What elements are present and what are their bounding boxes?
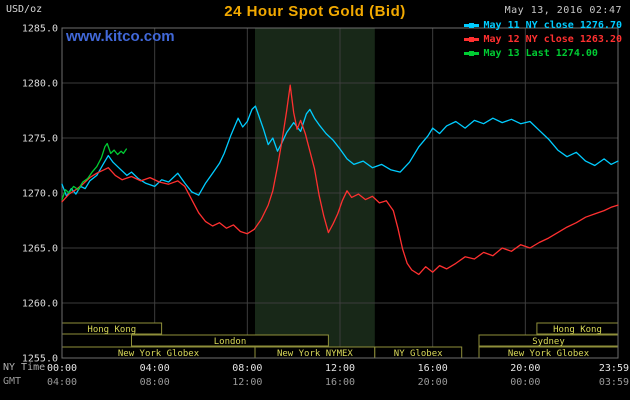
y-axis-tick-label: 1285.0 [22, 24, 58, 35]
x-axis-tick-label-gmt: 00:00 [510, 377, 540, 388]
y-axis-tick-label: 1270.0 [22, 189, 58, 200]
x-axis-tick-label-gmt: 20:00 [418, 377, 448, 388]
ny-time-axis-label: NY Time [3, 362, 46, 373]
legend-line-icon [463, 51, 479, 56]
page-title: 24 Hour Spot Gold (Bid) [224, 3, 406, 20]
kitco-watermark-link[interactable]: www.kitco.com [66, 28, 175, 45]
y-axis-tick-label: 1265.0 [22, 244, 58, 255]
session-label: New York Globex [508, 349, 590, 359]
session-label: Sydney [532, 337, 565, 347]
legend-item-label: May 12 NY close 1263.20 [483, 34, 622, 45]
session-label: New York Globex [118, 349, 200, 359]
y-axis-tick-label: 1255.0 [22, 354, 58, 365]
legend-line-icon [463, 37, 479, 42]
session-label: New York NYMEX [277, 349, 353, 359]
x-axis-tick-label-ny: 12:00 [325, 363, 355, 374]
x-axis-tick-label-ny: 20:00 [510, 363, 540, 374]
legend-item-label: May 11 NY close 1276.70 [483, 20, 622, 31]
x-axis-tick-label-gmt: 12:00 [232, 377, 262, 388]
y-axis-tick-label: 1260.0 [22, 299, 58, 310]
plot-border [61, 27, 619, 359]
chart-legend: May 11 NY close 1276.70 May 12 NY close … [463, 20, 622, 59]
x-axis-tick-label-gmt: 08:00 [140, 377, 170, 388]
x-axis-tick-label-gmt: 03:59 [599, 377, 629, 388]
x-axis-tick-label-ny: 04:00 [140, 363, 170, 374]
y-axis-tick-label: 1275.0 [22, 134, 58, 145]
x-axis-tick-label-ny: 08:00 [232, 363, 262, 374]
legend-item: May 11 NY close 1276.70 [463, 20, 622, 31]
x-axis-tick-label-gmt: 04:00 [47, 377, 77, 388]
x-axis-tick-label-ny: 16:00 [418, 363, 448, 374]
session-label: NY Globex [394, 349, 443, 359]
legend-line-icon [463, 23, 479, 28]
series-line-may-11 [61, 105, 619, 197]
legend-item: May 12 NY close 1263.20 [463, 34, 622, 45]
x-axis-tick-label-ny: 00:00 [47, 363, 77, 374]
y-axis-units-label: USD/oz [6, 4, 43, 15]
session-box [131, 334, 329, 347]
chart-timestamp: May 13, 2016 02:47 [504, 5, 622, 16]
series-line-may-13 [61, 142, 128, 201]
session-label: Hong Kong [87, 325, 136, 335]
x-axis-tick-label-gmt: 16:00 [325, 377, 355, 388]
legend-item-label: May 13 Last 1274.00 [483, 48, 598, 59]
y-axis-tick-label: 1280.0 [22, 79, 58, 90]
legend-item: May 13 Last 1274.00 [463, 48, 622, 59]
gmt-axis-label: GMT [3, 376, 22, 387]
session-label: Hong Kong [553, 325, 602, 335]
x-axis-tick-label-ny: 23:59 [599, 363, 629, 374]
session-label: London [214, 337, 247, 347]
series-line-may-12 [61, 84, 619, 276]
